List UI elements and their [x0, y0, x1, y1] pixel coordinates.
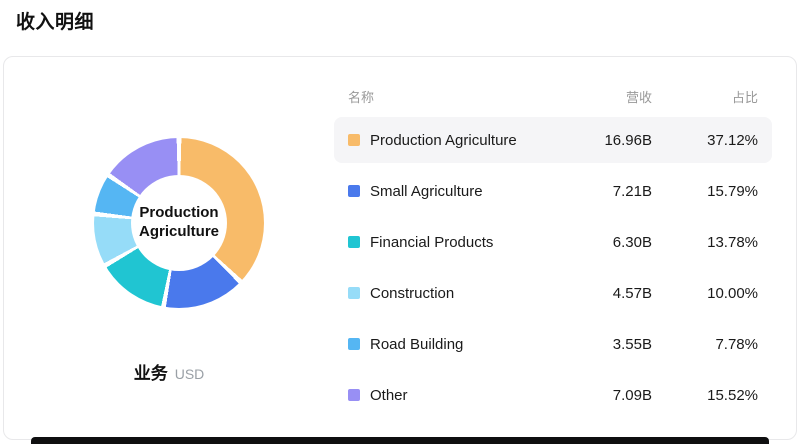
table-row[interactable]: Road Building 3.55B 7.78% [334, 321, 772, 367]
row-share: 13.78% [707, 233, 758, 251]
header-name: 名称 [348, 89, 375, 105]
row-name-label: Construction [370, 284, 455, 302]
table-row[interactable]: Small Agriculture 7.21B 15.79% [334, 168, 772, 214]
table-row[interactable]: Other 7.09B 15.52% [334, 372, 772, 418]
revenue-detail-card: Production Agriculture 业务 USD 名称 营收 占比 P… [3, 56, 797, 440]
row-revenue: 7.21B [612, 182, 652, 200]
donut-chart: Production Agriculture [94, 138, 264, 308]
legend-swatch [348, 134, 360, 146]
chart-pane: Production Agriculture 业务 USD [4, 57, 334, 439]
row-name-cell: Production Agriculture [348, 132, 540, 149]
row-share: 15.79% [707, 182, 758, 200]
chart-footer: 业务 USD [4, 359, 334, 384]
donut-hole: Production Agriculture [131, 175, 227, 271]
row-name-cell: Other [348, 387, 540, 404]
row-name-cell: Financial Products [348, 234, 540, 251]
table-row[interactable]: Financial Products 6.30B 13.78% [334, 219, 772, 265]
page-title: 收入明细 [16, 12, 95, 33]
row-revenue: 6.30B [612, 233, 652, 251]
legend-swatch [348, 389, 360, 401]
row-name-label: Other [370, 386, 408, 404]
row-name-cell: Road Building [348, 336, 540, 353]
legend-swatch [348, 287, 360, 299]
breakdown-table: 名称 营收 占比 Production Agriculture 16.96B 3… [334, 57, 796, 439]
series-name-label: 业务 [133, 364, 168, 383]
header-share: 占比 [731, 89, 758, 105]
table-row[interactable]: Construction 4.57B 10.00% [334, 270, 772, 316]
legend-swatch [348, 185, 360, 197]
series-unit-label: USD [174, 366, 205, 382]
row-name-label: Financial Products [370, 233, 494, 251]
table-header-row: 名称 营收 占比 [334, 83, 772, 109]
row-name-label: Road Building [370, 335, 464, 353]
row-revenue: 3.55B [612, 335, 652, 353]
header-revenue: 营收 [625, 89, 652, 105]
row-share: 10.00% [707, 284, 758, 302]
row-share: 15.52% [707, 386, 758, 404]
row-revenue: 4.57B [612, 284, 652, 302]
legend-swatch [348, 236, 360, 248]
row-name-cell: Small Agriculture [348, 183, 540, 200]
table-row[interactable]: Production Agriculture 16.96B 37.12% [334, 117, 772, 163]
row-revenue: 7.09B [612, 386, 652, 404]
row-share: 7.78% [715, 335, 758, 353]
row-revenue: 16.96B [604, 131, 652, 149]
row-share: 37.12% [707, 131, 758, 149]
bottom-bar [31, 437, 769, 444]
row-name-label: Production Agriculture [370, 131, 517, 149]
row-name-label: Small Agriculture [370, 182, 483, 200]
legend-swatch [348, 338, 360, 350]
donut-center-label: Production Agriculture [138, 204, 219, 240]
row-name-cell: Construction [348, 285, 540, 302]
